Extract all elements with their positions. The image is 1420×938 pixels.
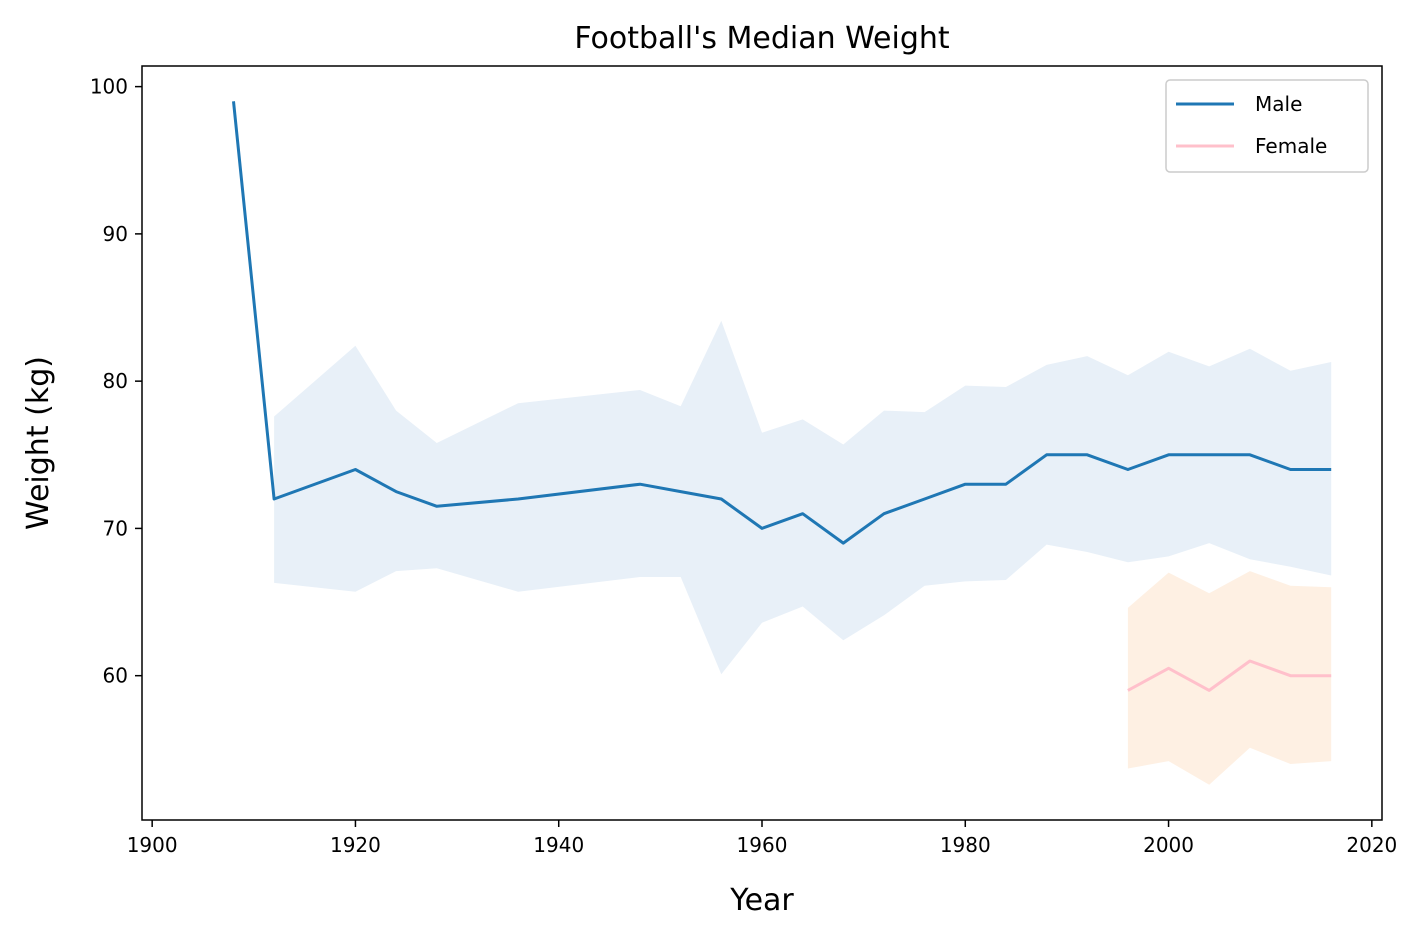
male-data-point xyxy=(1126,468,1130,472)
x-axis-label: Year xyxy=(729,883,794,918)
male-data-point xyxy=(638,482,642,486)
female-data-point xyxy=(1207,688,1211,692)
male-data-point xyxy=(1289,468,1293,472)
female-confidence-band xyxy=(1127,571,1332,785)
male-data-point xyxy=(435,504,439,508)
male-series-line xyxy=(232,101,1332,545)
female-data-point xyxy=(1167,666,1171,670)
male-data-point xyxy=(394,490,398,494)
male-data-point xyxy=(1045,453,1049,457)
male-data-point xyxy=(353,468,357,472)
y-tick-label: 80 xyxy=(103,369,128,393)
x-axis-ticks: 1900 1920 1940 1960 1980 2000 2020 xyxy=(127,820,1397,857)
y-tick-label: 70 xyxy=(103,516,128,540)
female-data-point xyxy=(1126,688,1130,692)
male-data-point xyxy=(1207,453,1211,457)
male-data-point xyxy=(841,541,845,545)
series-lines xyxy=(232,99,1333,692)
x-tick-label: 1900 xyxy=(127,833,178,857)
male-data-point xyxy=(272,497,276,501)
male-confidence-band xyxy=(274,320,1332,675)
female-series-line xyxy=(1127,659,1332,692)
legend: Male Female xyxy=(1165,79,1369,173)
y-tick-label: 60 xyxy=(103,664,128,688)
male-data-point xyxy=(963,482,967,486)
x-tick-label: 2000 xyxy=(1143,833,1194,857)
male-data-point xyxy=(1248,453,1252,457)
male-data-point xyxy=(923,497,927,501)
x-tick-label: 2020 xyxy=(1346,833,1397,857)
y-axis-label: Weight (kg) xyxy=(21,356,56,530)
x-tick-label: 1960 xyxy=(737,833,788,857)
male-data-point xyxy=(1167,453,1171,457)
male-data-point xyxy=(719,497,723,501)
x-tick-label: 1920 xyxy=(330,833,381,857)
female-data-point xyxy=(1248,659,1252,663)
y-axis-ticks: 60 70 80 90 100 xyxy=(90,75,142,688)
male-data-point xyxy=(516,497,520,501)
male-data-point xyxy=(1329,468,1333,472)
confidence-bands xyxy=(274,320,1332,785)
female-data-point xyxy=(1289,674,1293,678)
male-data-point xyxy=(1004,482,1008,486)
chart-title: Football's Median Weight xyxy=(574,21,950,56)
female-data-point xyxy=(1329,674,1333,678)
legend-female-label: Female xyxy=(1255,134,1327,158)
male-data-point xyxy=(801,512,805,516)
y-tick-label: 100 xyxy=(90,75,128,99)
male-data-point xyxy=(760,526,764,530)
male-data-point xyxy=(1085,453,1089,457)
male-data-point xyxy=(679,490,683,494)
x-tick-label: 1940 xyxy=(533,833,584,857)
y-tick-label: 90 xyxy=(103,222,128,246)
legend-male-label: Male xyxy=(1255,92,1302,116)
x-tick-label: 1980 xyxy=(940,833,991,857)
male-data-point xyxy=(232,99,236,103)
male-data-point xyxy=(882,512,886,516)
